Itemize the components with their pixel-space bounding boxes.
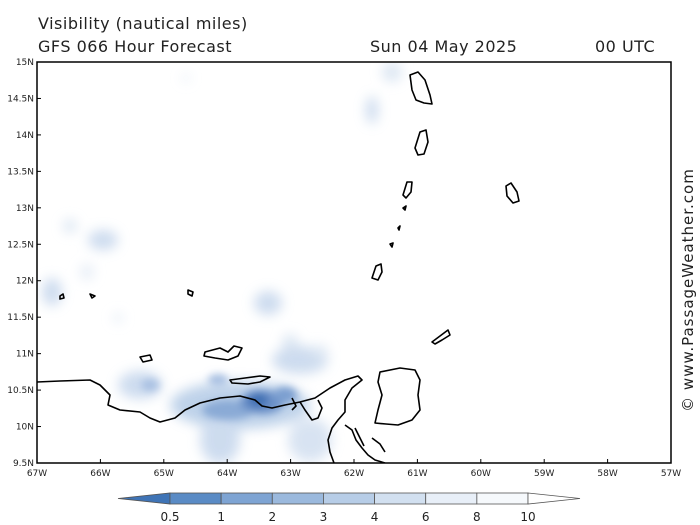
forecast-date: Sun 04 May 2025	[370, 37, 518, 56]
legend-swatch	[527, 492, 581, 505]
coastline-grenada	[371, 263, 383, 281]
legend-label: 10	[520, 510, 535, 524]
legend-swatch	[425, 492, 478, 505]
coastline-margarita	[203, 345, 243, 361]
lon-label: 62W	[344, 469, 364, 479]
lat-label: 14N	[16, 131, 34, 141]
lat-label: 12N	[16, 277, 34, 287]
lon-label: 59W	[534, 469, 554, 479]
lat-label: 15N	[16, 58, 34, 68]
coastline-trinidad	[374, 367, 421, 426]
coastline-st-vincent	[402, 181, 413, 199]
coastline-martinique	[409, 71, 433, 105]
legend-label: 6	[422, 510, 430, 524]
visibility-shading	[42, 62, 402, 463]
map-frame	[36, 61, 672, 464]
latitude-axis: 15N 14.5N 14N 13.5N 13N 12.5N 12N 11.5N 11N 10.5N…	[7, 58, 41, 469]
lon-label: 65W	[154, 469, 174, 479]
forecast-time: 00 UTC	[595, 37, 656, 56]
lat-label: 12.5N	[7, 240, 34, 250]
lon-label: 57W	[661, 469, 681, 479]
lat-label: 11.5N	[7, 313, 34, 323]
legend-label: 1	[217, 510, 225, 524]
lat-label: 14.5N	[7, 94, 34, 104]
legend-label: 8	[473, 510, 481, 524]
coastline-venezuela	[37, 375, 363, 463]
coastline-st-lucia	[414, 129, 429, 156]
visibility-legend: 0.5 1 2 3 4 6 8 10	[117, 492, 581, 524]
legend-swatch	[374, 492, 427, 505]
lat-label: 10.5N	[7, 386, 34, 396]
lat-label: 9.5N	[13, 459, 34, 469]
lon-label: 64W	[217, 469, 237, 479]
lat-label: 11N	[16, 350, 34, 360]
legend-swatch	[220, 492, 273, 505]
longitude-axis: 67W 66W 65W 64W 63W 62W 61W 60W 59W 58W 57W	[27, 459, 681, 479]
lon-label: 63W	[280, 469, 300, 479]
coastlines	[37, 71, 520, 463]
lon-label: 58W	[597, 469, 617, 479]
coastline-barbados	[505, 182, 520, 204]
coastline-tobago	[431, 329, 451, 345]
lat-label: 13.5N	[7, 167, 34, 177]
lat-label: 10N	[16, 423, 34, 433]
legend-swatch	[476, 492, 529, 505]
forecast-subtitle: GFS 066 Hour Forecast	[38, 37, 233, 56]
lon-label: 67W	[27, 469, 47, 479]
legend-label: 4	[371, 510, 379, 524]
legend-label: 3	[320, 510, 328, 524]
legend-label: 0.5	[160, 510, 179, 524]
coastline-orinoco-delta	[344, 424, 386, 463]
lon-label: 66W	[90, 469, 110, 479]
lon-label: 61W	[407, 469, 427, 479]
legend-swatch	[271, 492, 324, 505]
legend-swatch	[323, 492, 375, 505]
chart-title: Visibility (nautical miles)	[38, 14, 248, 33]
legend-label: 2	[268, 510, 276, 524]
legend-swatch	[117, 492, 171, 505]
lat-label: 13N	[16, 204, 34, 214]
lon-label: 60W	[471, 469, 491, 479]
legend-swatch	[169, 492, 222, 505]
